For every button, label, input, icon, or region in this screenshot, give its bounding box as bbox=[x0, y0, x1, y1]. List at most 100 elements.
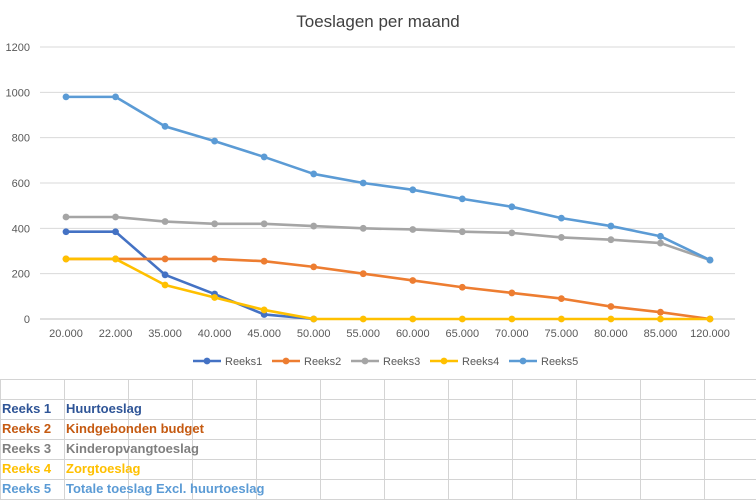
sheet-row: Reeks 2 Kindgebonden budget bbox=[0, 419, 756, 439]
data-point bbox=[112, 228, 119, 236]
series-label-cell[interactable]: Reeks 1 bbox=[2, 401, 52, 416]
y-tick-label: 400 bbox=[12, 223, 30, 235]
data-point bbox=[211, 255, 219, 263]
legend-marker bbox=[519, 357, 527, 365]
y-tick-label: 1000 bbox=[6, 87, 30, 99]
x-tick-label: 65.000 bbox=[445, 328, 479, 340]
legend-label: Reeks2 bbox=[304, 356, 341, 368]
data-point bbox=[508, 229, 516, 237]
data-point bbox=[458, 283, 466, 291]
spreadsheet-area: Reeks 1 Huurtoeslag Reeks 2 Kindgebonden bu… bbox=[0, 379, 756, 500]
data-point bbox=[62, 213, 70, 221]
data-point bbox=[657, 239, 664, 247]
series-line bbox=[66, 230, 314, 321]
series-label-cell[interactable]: Reeks 5 bbox=[2, 481, 52, 496]
data-point bbox=[161, 281, 169, 289]
data-point bbox=[607, 303, 615, 310]
data-point bbox=[409, 226, 417, 233]
data-point bbox=[359, 315, 367, 323]
data-point bbox=[359, 224, 367, 232]
sheet-row: Reeks 5 Totale toeslag Excl. huurtoeslag bbox=[0, 479, 756, 499]
series-line bbox=[66, 215, 711, 262]
data-point bbox=[211, 137, 219, 145]
series-line bbox=[66, 257, 711, 321]
data-point bbox=[706, 315, 714, 323]
data-point bbox=[409, 186, 417, 194]
line-chart: Toeslagen per maand 0 200 400 600 800 1000 120… bbox=[6, 12, 735, 368]
data-point bbox=[557, 214, 565, 222]
series-name-cell[interactable]: Kinderopvangtoeslag bbox=[66, 441, 199, 456]
series-label-cell[interactable]: Reeks 2 bbox=[2, 421, 52, 436]
series-name-cell[interactable]: Zorgtoeslag bbox=[66, 461, 141, 476]
data-point bbox=[310, 222, 318, 230]
data-point bbox=[508, 203, 516, 211]
y-tick-label: 1200 bbox=[6, 42, 30, 54]
series-label-cell[interactable]: Reeks 3 bbox=[2, 441, 52, 456]
series-label-cell[interactable]: Reeks 4 bbox=[2, 461, 52, 476]
series-line bbox=[66, 257, 710, 321]
legend-marker bbox=[361, 357, 369, 365]
series-reeks3 bbox=[62, 213, 714, 264]
x-tick-label: 55.000 bbox=[346, 328, 380, 340]
legend: Reeks1 Reeks2 Reeks3 Reeks4 Reeks5 bbox=[193, 356, 578, 368]
data-point bbox=[211, 220, 219, 228]
data-point bbox=[260, 306, 268, 314]
data-point bbox=[310, 263, 318, 271]
x-tick-label: 50.000 bbox=[297, 328, 331, 340]
data-point bbox=[310, 170, 318, 178]
sheet-row: Reeks 3 Kinderopvangtoeslag bbox=[0, 439, 756, 459]
series-reeks5 bbox=[62, 93, 714, 264]
data-point bbox=[161, 271, 169, 279]
legend-marker bbox=[203, 357, 211, 365]
chart-area: Toeslagen per maand 0 200 400 600 800 1000 120… bbox=[5, 12, 735, 368]
data-point bbox=[161, 122, 169, 130]
x-tick-label: 45.000 bbox=[247, 328, 281, 340]
sheet-row: Reeks 1 Huurtoeslag bbox=[0, 399, 756, 419]
x-tick-label: 60.000 bbox=[396, 328, 430, 340]
legend-item: Reeks1 bbox=[193, 356, 262, 368]
series-reeks2 bbox=[62, 255, 714, 323]
y-tick-label: 600 bbox=[12, 178, 30, 190]
series-line bbox=[66, 95, 711, 262]
data-point bbox=[112, 93, 119, 101]
legend-item: Reeks4 bbox=[430, 356, 499, 368]
data-point bbox=[657, 315, 664, 323]
sheet-row: Reeks 4 Zorgtoeslag bbox=[0, 459, 756, 479]
data-point bbox=[260, 257, 268, 265]
legend-label: Reeks3 bbox=[383, 356, 420, 368]
x-tick-label: 70.000 bbox=[495, 328, 529, 340]
series-reeks4 bbox=[62, 255, 714, 323]
x-tick-label: 120.000 bbox=[690, 328, 730, 340]
data-point bbox=[260, 153, 268, 161]
data-point bbox=[409, 315, 417, 323]
legend-marker bbox=[282, 357, 290, 365]
y-axis-ticks: 0 200 400 600 800 1000 1200 bbox=[6, 42, 30, 326]
data-point bbox=[62, 228, 70, 236]
x-tick-label: 75.000 bbox=[545, 328, 579, 340]
data-point bbox=[706, 256, 714, 264]
series-name-cell[interactable]: Huurtoeslag bbox=[66, 401, 142, 416]
data-point bbox=[409, 277, 417, 284]
data-point bbox=[557, 315, 565, 323]
series-reeks1 bbox=[62, 228, 318, 323]
legend-marker bbox=[440, 357, 448, 365]
legend-label: Reeks5 bbox=[541, 356, 578, 368]
legend-label: Reeks4 bbox=[462, 356, 499, 368]
data-point bbox=[161, 218, 169, 225]
data-point bbox=[657, 232, 664, 240]
data-point bbox=[508, 315, 516, 323]
data-point bbox=[458, 195, 466, 203]
data-point bbox=[458, 228, 466, 236]
data-point bbox=[557, 234, 565, 241]
data-point bbox=[112, 255, 119, 263]
data-point bbox=[607, 315, 615, 323]
data-point bbox=[458, 315, 466, 323]
legend-item: Reeks5 bbox=[509, 356, 578, 368]
series-name-cell[interactable]: Kindgebonden budget bbox=[66, 421, 204, 436]
data-point bbox=[161, 255, 169, 263]
series-name-cell[interactable]: Totale toeslag Excl. huurtoeslag bbox=[66, 481, 265, 496]
x-tick-label: 40.000 bbox=[198, 328, 232, 340]
x-tick-label: 80.000 bbox=[594, 328, 628, 340]
data-point bbox=[657, 308, 664, 316]
x-tick-label: 35.000 bbox=[148, 328, 182, 340]
